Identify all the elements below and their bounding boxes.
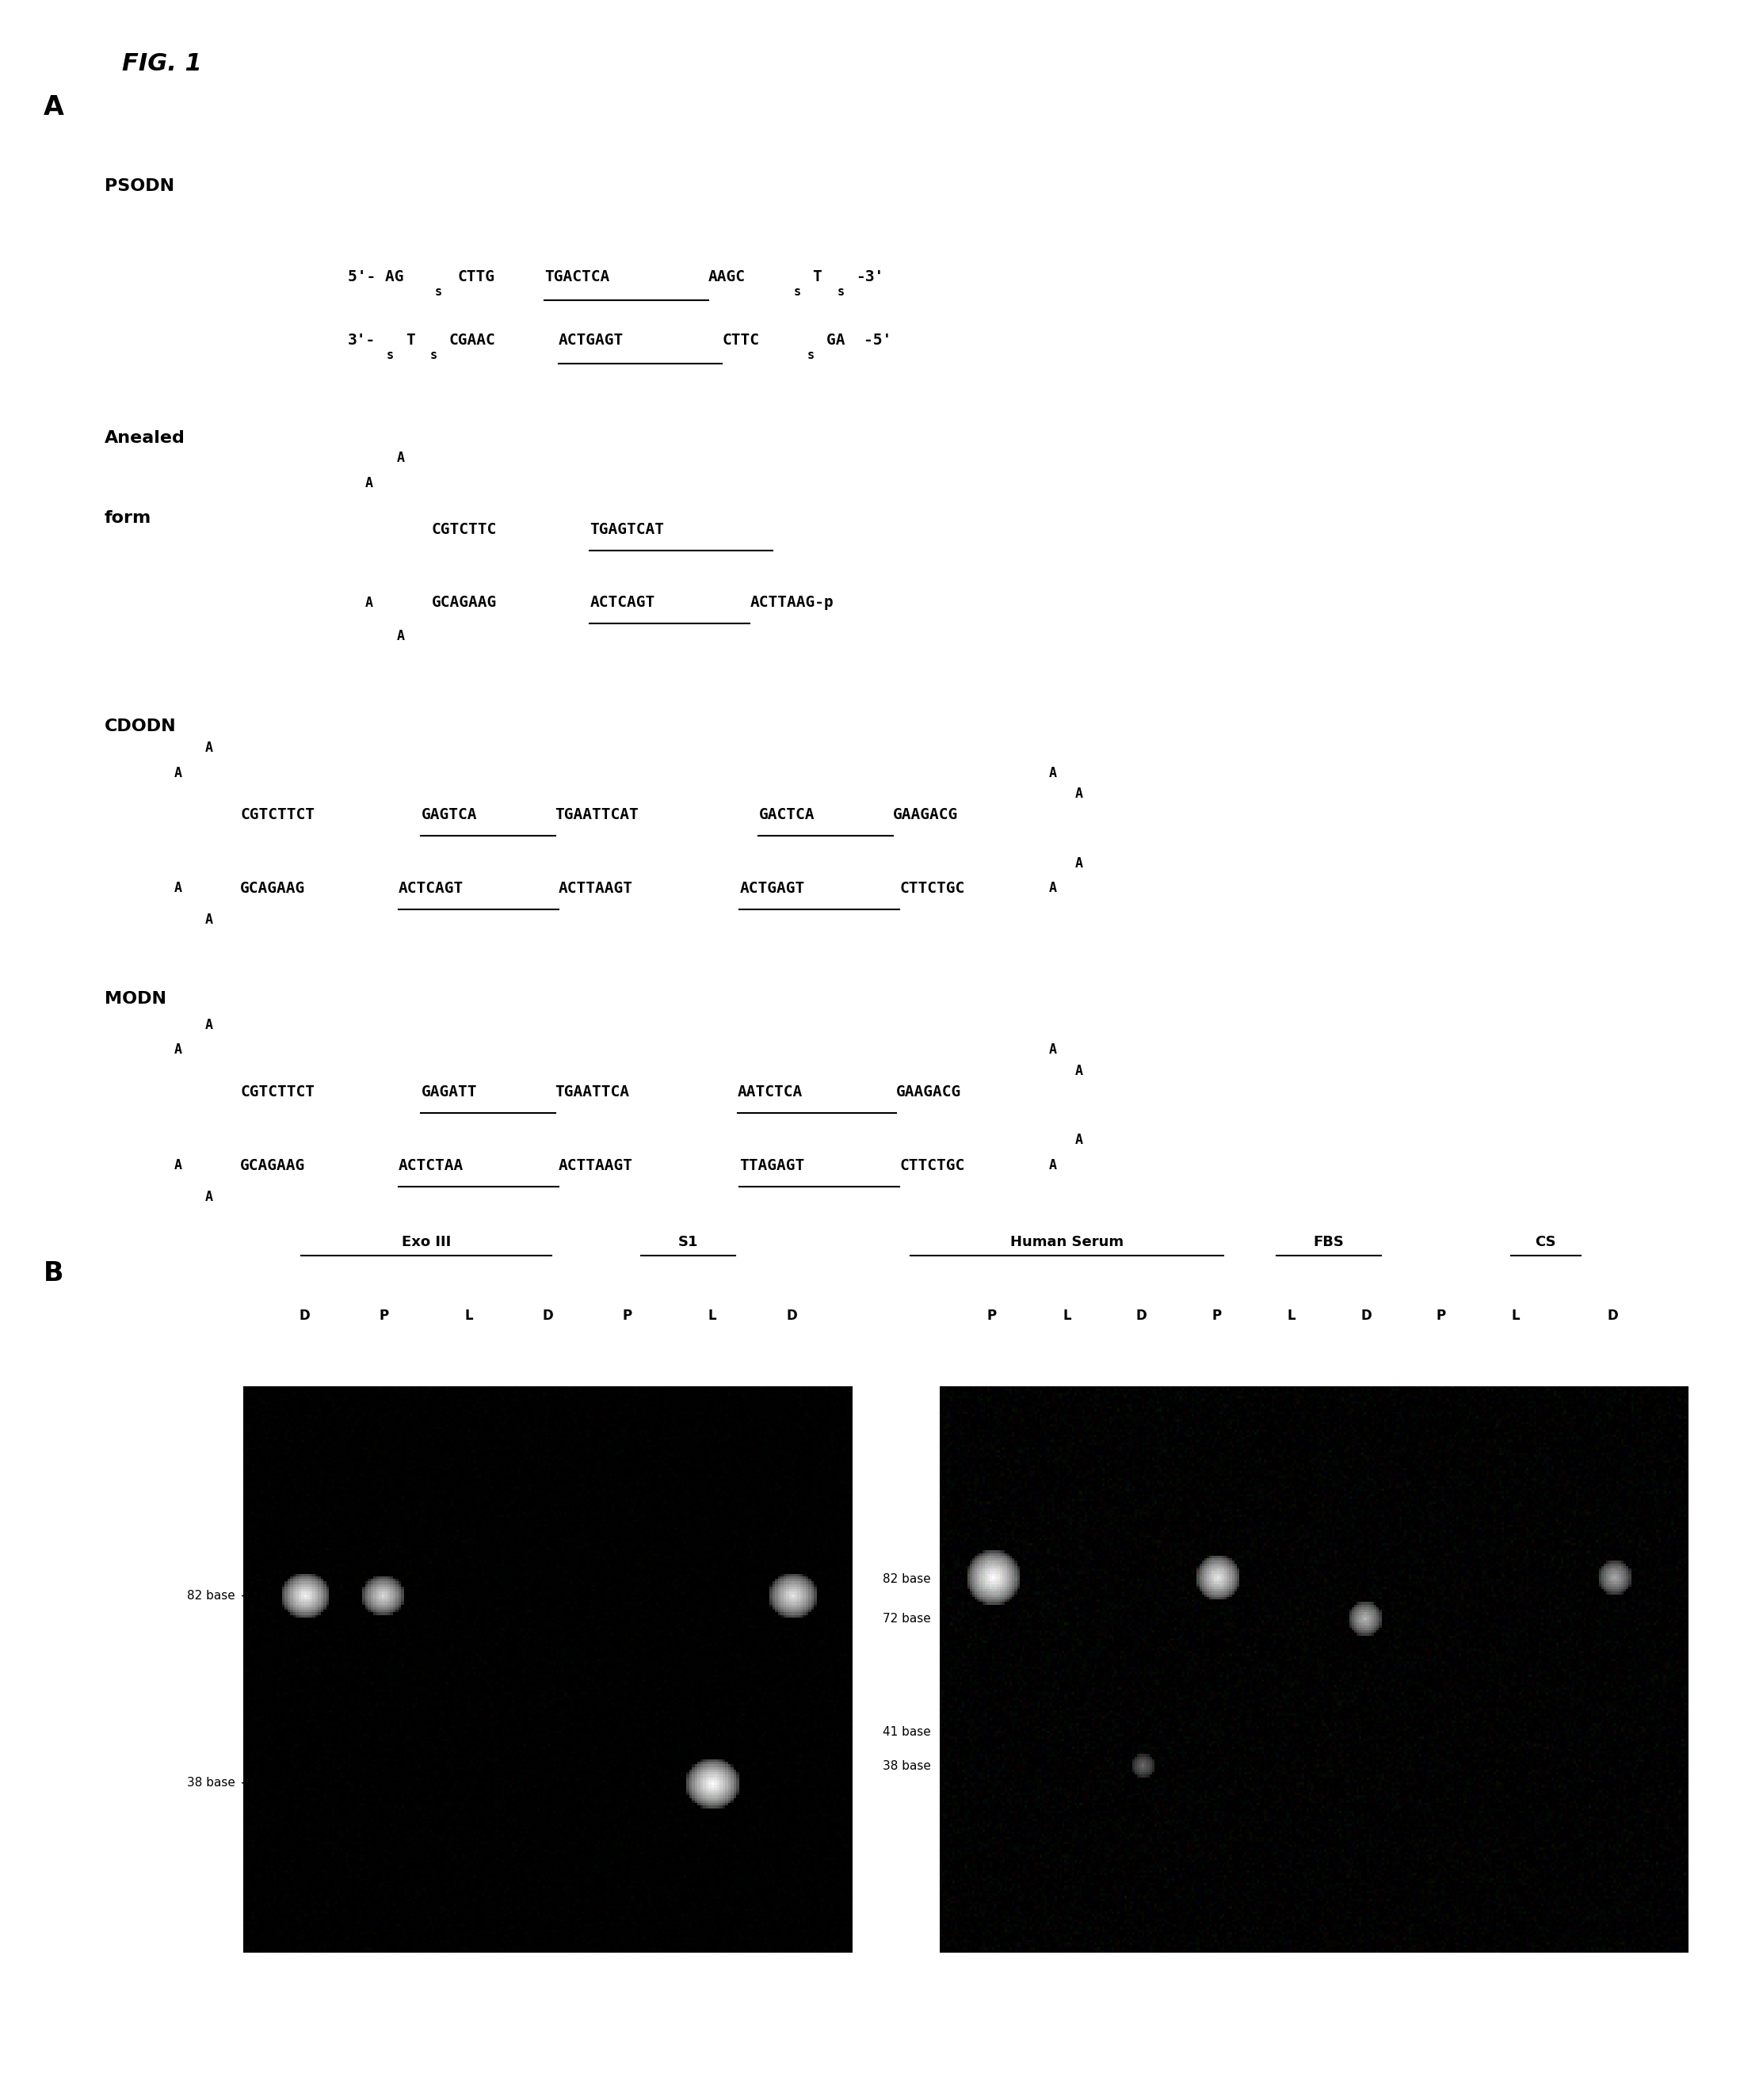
Text: s: s — [435, 286, 442, 298]
Text: D: D — [1136, 1308, 1147, 1323]
Text: A: A — [205, 741, 214, 754]
Text: CGTCTTCT: CGTCTTCT — [240, 806, 315, 823]
Text: T: T — [405, 332, 414, 349]
Text: FIG. 1: FIG. 1 — [122, 52, 202, 76]
Text: A: A — [365, 596, 374, 609]
Text: B: B — [44, 1260, 64, 1285]
Text: PSODN: PSODN — [104, 178, 174, 195]
Text: GCAGAAG: GCAGAAG — [432, 594, 496, 611]
Text: D: D — [1361, 1308, 1371, 1323]
Text: s: s — [837, 286, 844, 298]
Text: A: A — [205, 1191, 214, 1203]
Text: ACTTAAG-p: ACTTAAG-p — [750, 594, 833, 611]
Text: CDODN: CDODN — [104, 718, 176, 735]
Text: CTTCTGC: CTTCTGC — [900, 880, 964, 897]
Text: A: A — [205, 1018, 214, 1031]
Text: P: P — [1435, 1308, 1446, 1323]
Text: TGACTCA: TGACTCA — [545, 269, 609, 286]
Text: A: A — [1075, 788, 1084, 800]
Text: ACTCAGT: ACTCAGT — [590, 594, 654, 611]
Text: A: A — [1075, 1134, 1084, 1147]
Text: CGAAC: CGAAC — [449, 332, 496, 349]
Text: GCAGAAG: GCAGAAG — [240, 880, 304, 897]
Text: D: D — [299, 1308, 310, 1323]
Text: Human Serum: Human Serum — [1011, 1235, 1124, 1250]
Text: 5'- AG: 5'- AG — [348, 269, 404, 286]
Text: Exo III: Exo III — [402, 1235, 451, 1250]
Text: s: s — [430, 349, 437, 361]
Text: A: A — [397, 630, 405, 643]
Text: ACTGAGT: ACTGAGT — [559, 332, 623, 349]
Text: D: D — [786, 1308, 797, 1323]
Text: 82 base: 82 base — [186, 1590, 235, 1602]
Text: CGTCTTC: CGTCTTC — [432, 521, 496, 538]
Text: GCAGAAG: GCAGAAG — [240, 1157, 304, 1174]
Text: A: A — [365, 477, 374, 489]
Text: GAGATT: GAGATT — [421, 1084, 477, 1100]
Text: L: L — [1063, 1308, 1072, 1323]
Text: ACTCTAA: ACTCTAA — [398, 1157, 463, 1174]
Text: GAAGACG: GAAGACG — [893, 806, 957, 823]
Text: form: form — [104, 510, 151, 527]
Text: D: D — [543, 1308, 553, 1323]
Text: 72 base: 72 base — [882, 1613, 931, 1625]
Text: CTTCTGC: CTTCTGC — [900, 1157, 964, 1174]
Text: CTTC: CTTC — [722, 332, 759, 349]
Text: AAGC: AAGC — [708, 269, 745, 286]
Text: A: A — [1049, 766, 1058, 779]
Text: CTTG: CTTG — [458, 269, 494, 286]
Text: GAAGACG: GAAGACG — [896, 1084, 960, 1100]
Text: s: s — [386, 349, 393, 361]
Text: T: T — [813, 269, 821, 286]
Text: 3'-: 3'- — [348, 332, 376, 349]
Text: ACTGAGT: ACTGAGT — [740, 880, 804, 897]
Text: s: s — [807, 349, 814, 361]
Text: CS: CS — [1535, 1235, 1556, 1250]
Text: ACTCAGT: ACTCAGT — [398, 880, 463, 897]
Text: TGAATTCAT: TGAATTCAT — [555, 806, 639, 823]
Text: ACTTAAGT: ACTTAAGT — [559, 880, 633, 897]
Text: TGAATTCA: TGAATTCA — [555, 1084, 630, 1100]
Text: MODN: MODN — [104, 991, 167, 1008]
Text: ACTTAAGT: ACTTAAGT — [559, 1157, 633, 1174]
Text: 41 base: 41 base — [882, 1726, 931, 1739]
Text: D: D — [1608, 1308, 1618, 1323]
Text: A: A — [174, 1044, 183, 1056]
Text: 38 base: 38 base — [186, 1777, 235, 1789]
Text: -3': -3' — [856, 269, 884, 286]
Text: P: P — [623, 1308, 632, 1323]
Text: AATCTCA: AATCTCA — [738, 1084, 802, 1100]
Text: 38 base: 38 base — [882, 1760, 931, 1772]
Text: FBS: FBS — [1314, 1235, 1343, 1250]
Text: A: A — [397, 452, 405, 464]
Text: A: A — [174, 882, 183, 895]
Text: A: A — [205, 913, 214, 926]
Text: GAGTCA: GAGTCA — [421, 806, 477, 823]
Text: GA  -5': GA -5' — [826, 332, 891, 349]
Text: A: A — [1075, 857, 1084, 869]
Text: Anealed: Anealed — [104, 430, 184, 447]
Text: P: P — [987, 1308, 997, 1323]
Text: L: L — [1512, 1308, 1521, 1323]
Text: A: A — [174, 766, 183, 779]
Text: A: A — [44, 94, 64, 120]
Text: s: s — [793, 286, 800, 298]
Text: L: L — [465, 1308, 473, 1323]
Text: P: P — [1211, 1308, 1221, 1323]
Text: GACTCA: GACTCA — [759, 806, 814, 823]
Text: TTAGAGT: TTAGAGT — [740, 1157, 804, 1174]
Text: S1: S1 — [679, 1235, 698, 1250]
Text: A: A — [174, 1159, 183, 1172]
Text: A: A — [1075, 1065, 1084, 1077]
Text: A: A — [1049, 882, 1058, 895]
Text: CGTCTTCT: CGTCTTCT — [240, 1084, 315, 1100]
Text: L: L — [708, 1308, 717, 1323]
Text: 82 base: 82 base — [882, 1573, 931, 1585]
Text: A: A — [1049, 1159, 1058, 1172]
Text: P: P — [379, 1308, 388, 1323]
Text: TGAGTCAT: TGAGTCAT — [590, 521, 665, 538]
Text: L: L — [1288, 1308, 1296, 1323]
Text: A: A — [1049, 1044, 1058, 1056]
